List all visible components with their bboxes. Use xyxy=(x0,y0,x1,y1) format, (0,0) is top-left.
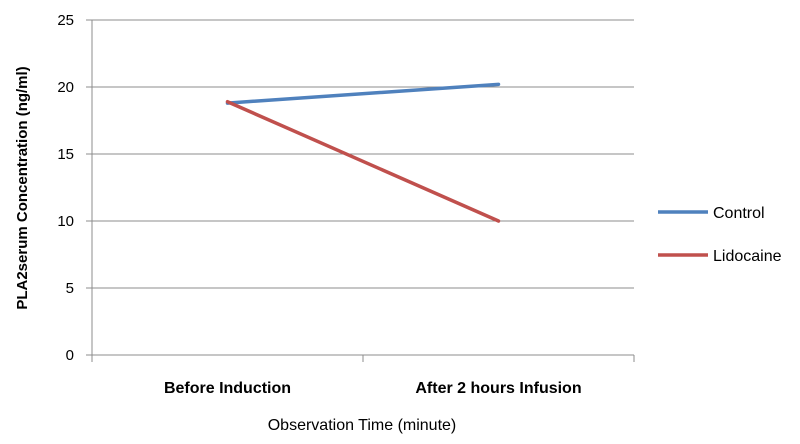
legend-label: Lidocaine xyxy=(713,248,782,265)
y-tick-label: 5 xyxy=(66,280,74,297)
gridlines xyxy=(86,19,634,356)
y-axis-title: PLA2serum Concentration (ng/ml) xyxy=(14,66,31,309)
series-lines xyxy=(225,82,501,223)
x-category-labels: Before Induction After 2 hours Infusion xyxy=(164,380,582,397)
x-category-label: Before Induction xyxy=(164,380,291,397)
legend: Control Lidocaine xyxy=(658,205,782,265)
x-category-label: After 2 hours Infusion xyxy=(415,380,581,397)
legend-label: Control xyxy=(713,205,765,222)
y-tick-label: 25 xyxy=(57,12,74,29)
y-tick-label: 20 xyxy=(57,79,74,96)
y-tick-label: 10 xyxy=(57,213,74,230)
y-tick-labels: 0 5 10 15 20 25 xyxy=(57,12,74,364)
series-line-control xyxy=(225,82,501,105)
y-tick-label: 0 xyxy=(66,347,74,364)
series-line-lidocaine xyxy=(225,99,501,223)
x-axis-title: Observation Time (minute) xyxy=(268,417,457,434)
axes xyxy=(91,20,635,362)
y-tick-label: 15 xyxy=(57,146,74,163)
